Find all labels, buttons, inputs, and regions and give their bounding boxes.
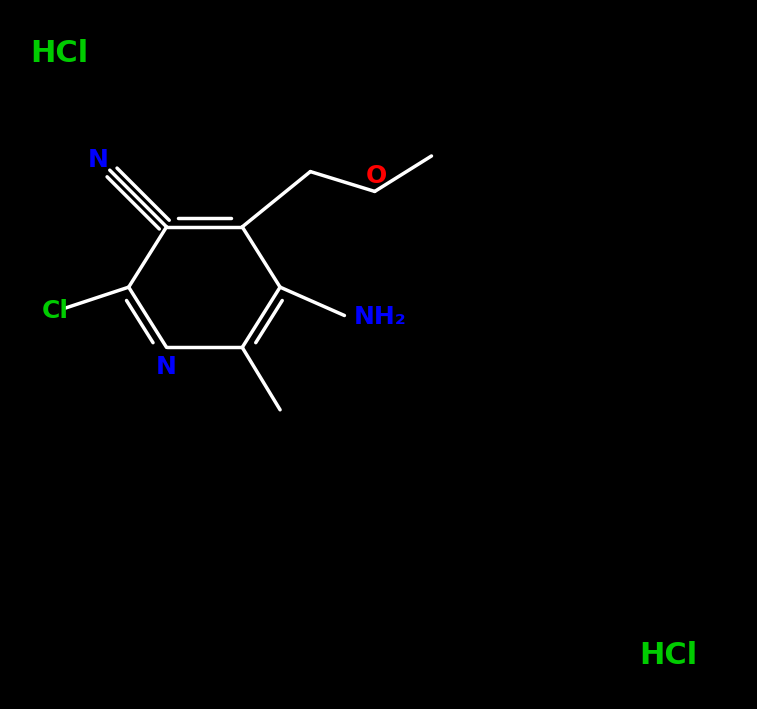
Text: N: N xyxy=(156,355,177,379)
Text: HCl: HCl xyxy=(30,39,89,68)
Text: NH₂: NH₂ xyxy=(354,305,407,329)
Text: Cl: Cl xyxy=(42,298,69,323)
Text: O: O xyxy=(366,164,387,188)
Text: HCl: HCl xyxy=(640,641,698,670)
Text: N: N xyxy=(88,147,109,172)
